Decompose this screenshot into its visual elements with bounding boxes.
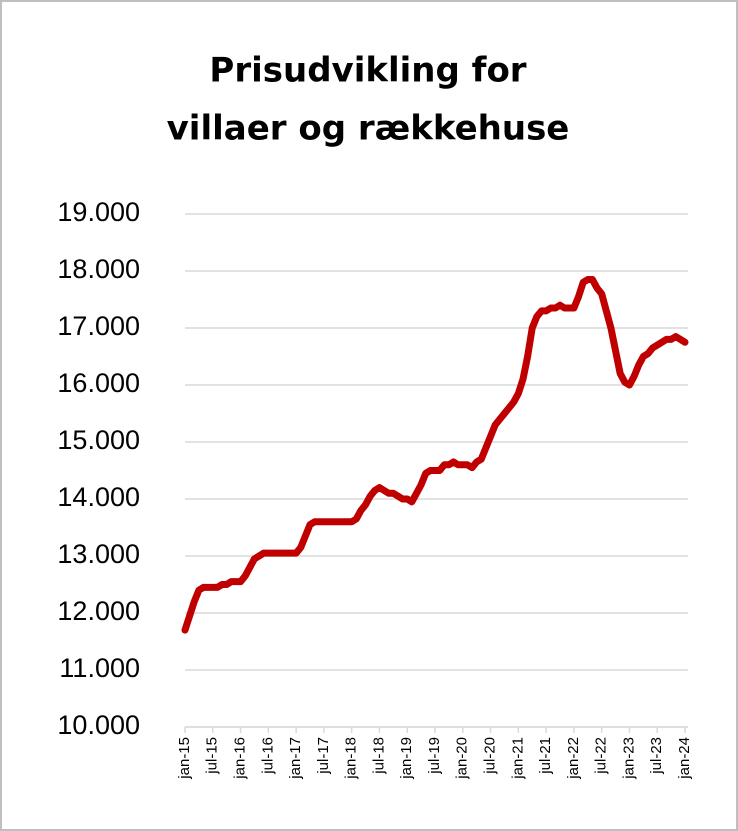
x-tick-label: jul-16 [259,737,276,775]
x-tick-label: jul-17 [315,737,332,775]
y-tick-label: 13.000 [57,539,140,569]
x-tick-label: jul-19 [426,737,443,775]
x-tick-label: jul-18 [370,737,387,775]
x-tick-label: jul-23 [648,737,665,775]
y-tick-label: 16.000 [57,368,140,398]
y-tick-label: 12.000 [57,596,140,626]
x-tick-label: jul-21 [537,737,554,775]
y-tick-label: 19.000 [57,197,140,227]
chart-title: villaer og rækkehuse [167,109,570,149]
x-tick-label: jan-18 [343,737,360,780]
x-tick-label: jan-21 [509,737,526,780]
x-tick-label: jan-15 [176,737,193,780]
y-tick-label: 14.000 [57,482,140,512]
y-tick-label: 11.000 [59,653,140,683]
chart-title: Prisudvikling for [209,51,526,91]
x-tick-label: jul-22 [593,737,610,775]
y-tick-label: 10.000 [57,710,140,740]
x-tick-label: jan-24 [676,737,693,780]
x-tick-label: jan-20 [454,737,471,780]
data-line [181,276,689,634]
x-tick-label: jul-15 [204,737,221,775]
x-tick-label: jan-22 [565,737,582,780]
y-tick-label: 15.000 [57,425,140,455]
x-tick-label: jan-16 [232,737,249,780]
y-tick-label: 17.000 [57,311,140,341]
x-tick-label: jul-20 [482,737,499,775]
x-tick-label: jan-19 [398,737,415,780]
x-tick-label: jan-23 [620,737,637,780]
x-tick-label: jan-17 [287,737,304,780]
y-tick-label: 18.000 [57,254,140,284]
